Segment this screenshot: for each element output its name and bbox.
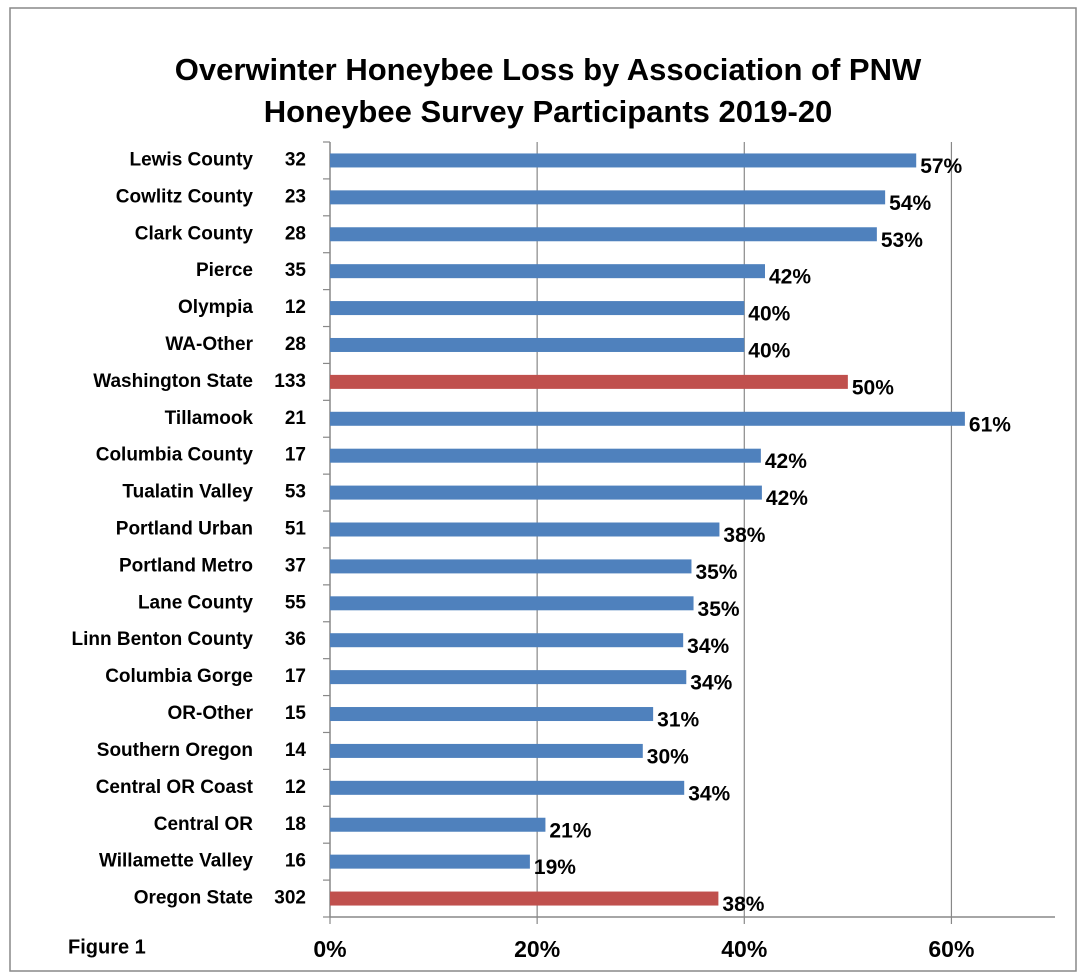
bar [330,854,530,869]
participant-count: 15 [285,703,307,724]
x-tick-label: 40% [721,936,767,962]
data-label: 30% [647,745,689,768]
data-label: 35% [698,598,740,621]
y-tick-label: Tillamook [165,408,254,429]
bar [330,227,877,242]
participant-count: 28 [285,223,306,244]
participant-count: 12 [285,297,306,318]
y-tick-label: Linn Benton County [71,629,253,650]
y-tick-label: Pierce [196,260,253,281]
annotation: Figure 1 [68,936,146,958]
bar [330,264,765,279]
participant-count: 35 [285,260,307,281]
data-label: 42% [765,450,807,473]
data-label: 35% [695,561,737,584]
bar [330,301,745,316]
data-label: 38% [722,893,764,916]
bar [330,448,761,463]
bar [330,559,692,574]
bar [330,743,643,758]
data-label: 57% [920,155,962,178]
participant-count: 32 [285,149,306,170]
data-label: 31% [657,709,699,732]
bar [330,190,886,205]
y-tick-label: Clark County [135,223,254,244]
y-tick-label: Lewis County [129,149,253,170]
y-tick-label: Southern Oregon [97,740,253,761]
data-label: 34% [688,782,730,805]
bar [330,374,848,389]
bar [330,707,654,722]
bar [330,485,762,500]
data-label: 42% [769,266,811,289]
bar [330,891,719,906]
chart-title: Honeybee Survey Participants 2019-20 [264,94,833,129]
bar [330,522,720,537]
participant-count: 133 [274,371,306,392]
y-tick-label: Lane County [138,592,253,613]
data-label: 19% [534,856,576,879]
y-tick-label: Central OR [154,814,254,835]
data-label: 61% [969,413,1011,436]
data-label: 40% [748,340,790,363]
bar [330,337,745,352]
participant-count: 37 [285,555,306,576]
bar [330,596,694,611]
x-tick-label: 0% [313,936,346,962]
x-tick-label: 20% [514,936,560,962]
y-tick-label: Columbia County [96,445,254,466]
bar [330,153,917,168]
participant-count: 16 [285,851,306,872]
y-tick-label: Portland Urban [116,519,253,540]
y-tick-label: Olympia [178,297,253,318]
participant-count: 18 [285,814,306,835]
bar [330,817,546,832]
y-tick-label: Oregon State [134,888,253,909]
bar [330,780,685,795]
participant-count: 21 [285,408,307,429]
participant-count: 53 [285,482,306,503]
y-tick-label: Columbia Gorge [105,666,253,687]
participant-count: 14 [285,740,307,761]
y-tick-label: Washington State [93,371,253,392]
y-tick-label: OR-Other [168,703,254,724]
data-label: 53% [881,229,923,252]
data-label: 21% [549,819,591,842]
participant-count: 36 [285,629,306,650]
data-label: 34% [687,635,729,658]
data-label: 42% [766,487,808,510]
participant-count: 12 [285,777,306,798]
data-label: 54% [889,192,931,215]
data-label: 50% [852,376,894,399]
x-tick-label: 60% [928,936,974,962]
participant-count: 23 [285,186,306,207]
bar [330,411,965,426]
participant-count: 28 [285,334,306,355]
bar [330,670,687,685]
y-tick-label: Central OR Coast [96,777,254,798]
data-label: 34% [690,672,732,695]
chart-title: Overwinter Honeybee Loss by Association … [175,52,922,87]
y-tick-label: Portland Metro [119,555,253,576]
y-tick-label: Willamette Valley [99,851,253,872]
participant-count: 302 [274,888,306,909]
data-label: 38% [723,524,765,547]
bar [330,633,684,648]
participant-count: 51 [285,519,307,540]
y-tick-label: Tualatin Valley [122,482,253,503]
participant-count: 17 [285,445,306,466]
participant-count: 17 [285,666,306,687]
data-label: 40% [748,303,790,326]
y-tick-label: WA-Other [165,334,253,355]
participant-count: 55 [285,592,307,613]
y-tick-label: Cowlitz County [116,186,254,207]
